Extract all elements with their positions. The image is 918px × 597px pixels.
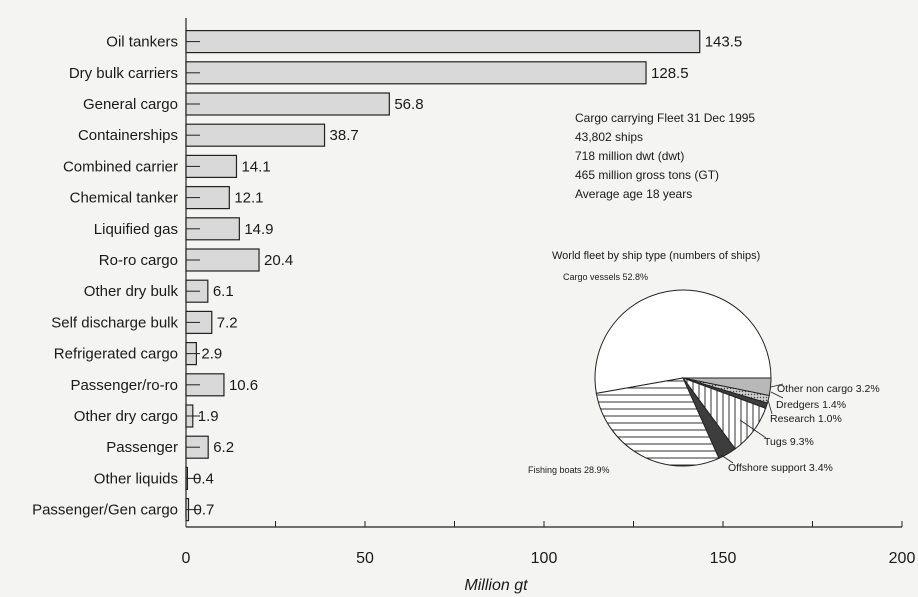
- x-tick-label: 50: [356, 550, 374, 567]
- category-label: Other dry bulk: [84, 283, 179, 300]
- bar: [185, 61, 647, 85]
- bar: [185, 30, 701, 54]
- pie-leader-line: [767, 399, 773, 415]
- value-label: 10.6: [229, 377, 258, 394]
- category-label: Refrigerated cargo: [54, 346, 178, 363]
- pie-leader-line: [770, 391, 784, 399]
- x-tick-label: 100: [531, 550, 558, 567]
- pie-slice-label: Fishing boats 28.9%: [528, 465, 610, 475]
- pie-slice-label: Cargo vessels 52.8%: [563, 272, 648, 282]
- value-label: 2.9: [201, 346, 222, 363]
- x-tick-label: 200: [889, 550, 916, 567]
- pie-slice-label: Offshore support 3.4%: [728, 462, 833, 474]
- pie-slice-label: Dredgers 1.4%: [776, 399, 846, 411]
- category-label: Oil tankers: [106, 34, 178, 51]
- value-label: 38.7: [330, 127, 359, 144]
- value-label: 143.5: [705, 34, 743, 51]
- value-label: 56.8: [394, 96, 423, 113]
- pie-chart: World fleet by ship type (numbers of shi…: [528, 250, 880, 475]
- pie-leader-line: [720, 454, 734, 464]
- category-label: Passenger/Gen cargo: [32, 502, 178, 519]
- value-label: 12.1: [234, 190, 263, 207]
- pie-leader-line: [770, 383, 784, 388]
- bar: [185, 123, 326, 147]
- value-label: 1.9: [198, 408, 219, 425]
- x-tick-label: 150: [710, 550, 737, 567]
- pie-leader-line: [739, 419, 767, 439]
- info-line: Cargo carrying Fleet 31 Dec 1995: [575, 111, 755, 125]
- bar-chart: 0 50 100 150 200 Oil tankers 143.5 Dry bulk car…: [32, 18, 915, 567]
- x-axis-title: Million gt: [464, 577, 528, 594]
- category-label: Passenger: [106, 439, 178, 456]
- info-line: 718 million dwt (dwt): [575, 149, 684, 163]
- x-tick-label: 0: [182, 550, 191, 567]
- value-label: 0.7: [194, 502, 215, 519]
- bar: [185, 92, 390, 116]
- pie-slice-label: Research 1.0%: [770, 413, 842, 425]
- pie-title: World fleet by ship type (numbers of shi…: [552, 250, 760, 262]
- category-label: Combined carrier: [63, 158, 178, 175]
- category-label: Other liquids: [94, 470, 178, 487]
- category-label: Containerships: [78, 127, 178, 144]
- category-label: Other dry cargo: [74, 408, 178, 425]
- value-label: 14.9: [244, 221, 273, 238]
- value-label: 7.2: [217, 314, 238, 331]
- category-label: Self discharge bulk: [51, 314, 178, 331]
- fleet-info-box: Cargo carrying Fleet 31 Dec 1995 43,802 …: [575, 111, 755, 201]
- category-label: Liquified gas: [94, 221, 178, 238]
- value-label: 128.5: [651, 65, 689, 82]
- info-line: 465 million gross tons (GT): [575, 168, 719, 182]
- value-label: 20.4: [264, 252, 293, 269]
- value-label: 0.4: [193, 470, 214, 487]
- category-label: Passenger/ro-ro: [70, 377, 178, 394]
- info-line: Average age 18 years: [575, 187, 692, 201]
- value-label: 14.1: [241, 158, 270, 175]
- value-label: 6.1: [213, 283, 234, 300]
- category-label: General cargo: [83, 96, 178, 113]
- value-label: 6.2: [213, 439, 234, 456]
- pie-slice-label: Tugs 9.3%: [764, 436, 814, 448]
- pie-slice: [595, 377, 720, 467]
- category-label: Dry bulk carriers: [69, 65, 178, 82]
- pie-slice: [594, 289, 772, 394]
- category-label: Chemical tanker: [70, 190, 178, 207]
- pie-slice-label: Other non cargo 3.2%: [777, 383, 880, 395]
- info-line: 43,802 ships: [575, 130, 643, 144]
- category-label: Ro-ro cargo: [99, 252, 178, 269]
